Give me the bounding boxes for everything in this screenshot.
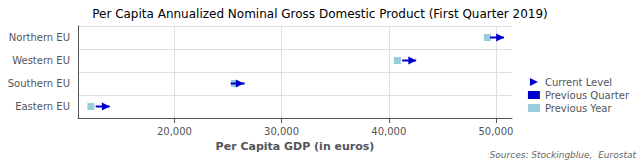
svg-text:Southern EU: Southern EU [8,78,70,89]
svg-text:40,000: 40,000 [371,126,406,137]
svg-text:Per Capita GDP (in euros): Per Capita GDP (in euros) [216,140,375,153]
svg-text:Per Capita Annualized Nominal: Per Capita Annualized Nominal Gross Dome… [92,7,548,21]
svg-text:30,000: 30,000 [264,126,299,137]
svg-text:Current Level: Current Level [545,77,612,88]
svg-text:Previous Quarter: Previous Quarter [545,90,630,101]
svg-text:Previous Year: Previous Year [545,103,613,114]
svg-text:Sources: Stockingblue, Eurost: Sources: Stockingblue, Eurostat [490,150,637,160]
svg-text:20,000: 20,000 [157,126,192,137]
svg-text:50,000: 50,000 [478,126,513,137]
svg-text:Western EU: Western EU [12,55,70,66]
svg-text:Northern EU: Northern EU [9,32,70,43]
svg-text:Eastern EU: Eastern EU [15,101,70,112]
